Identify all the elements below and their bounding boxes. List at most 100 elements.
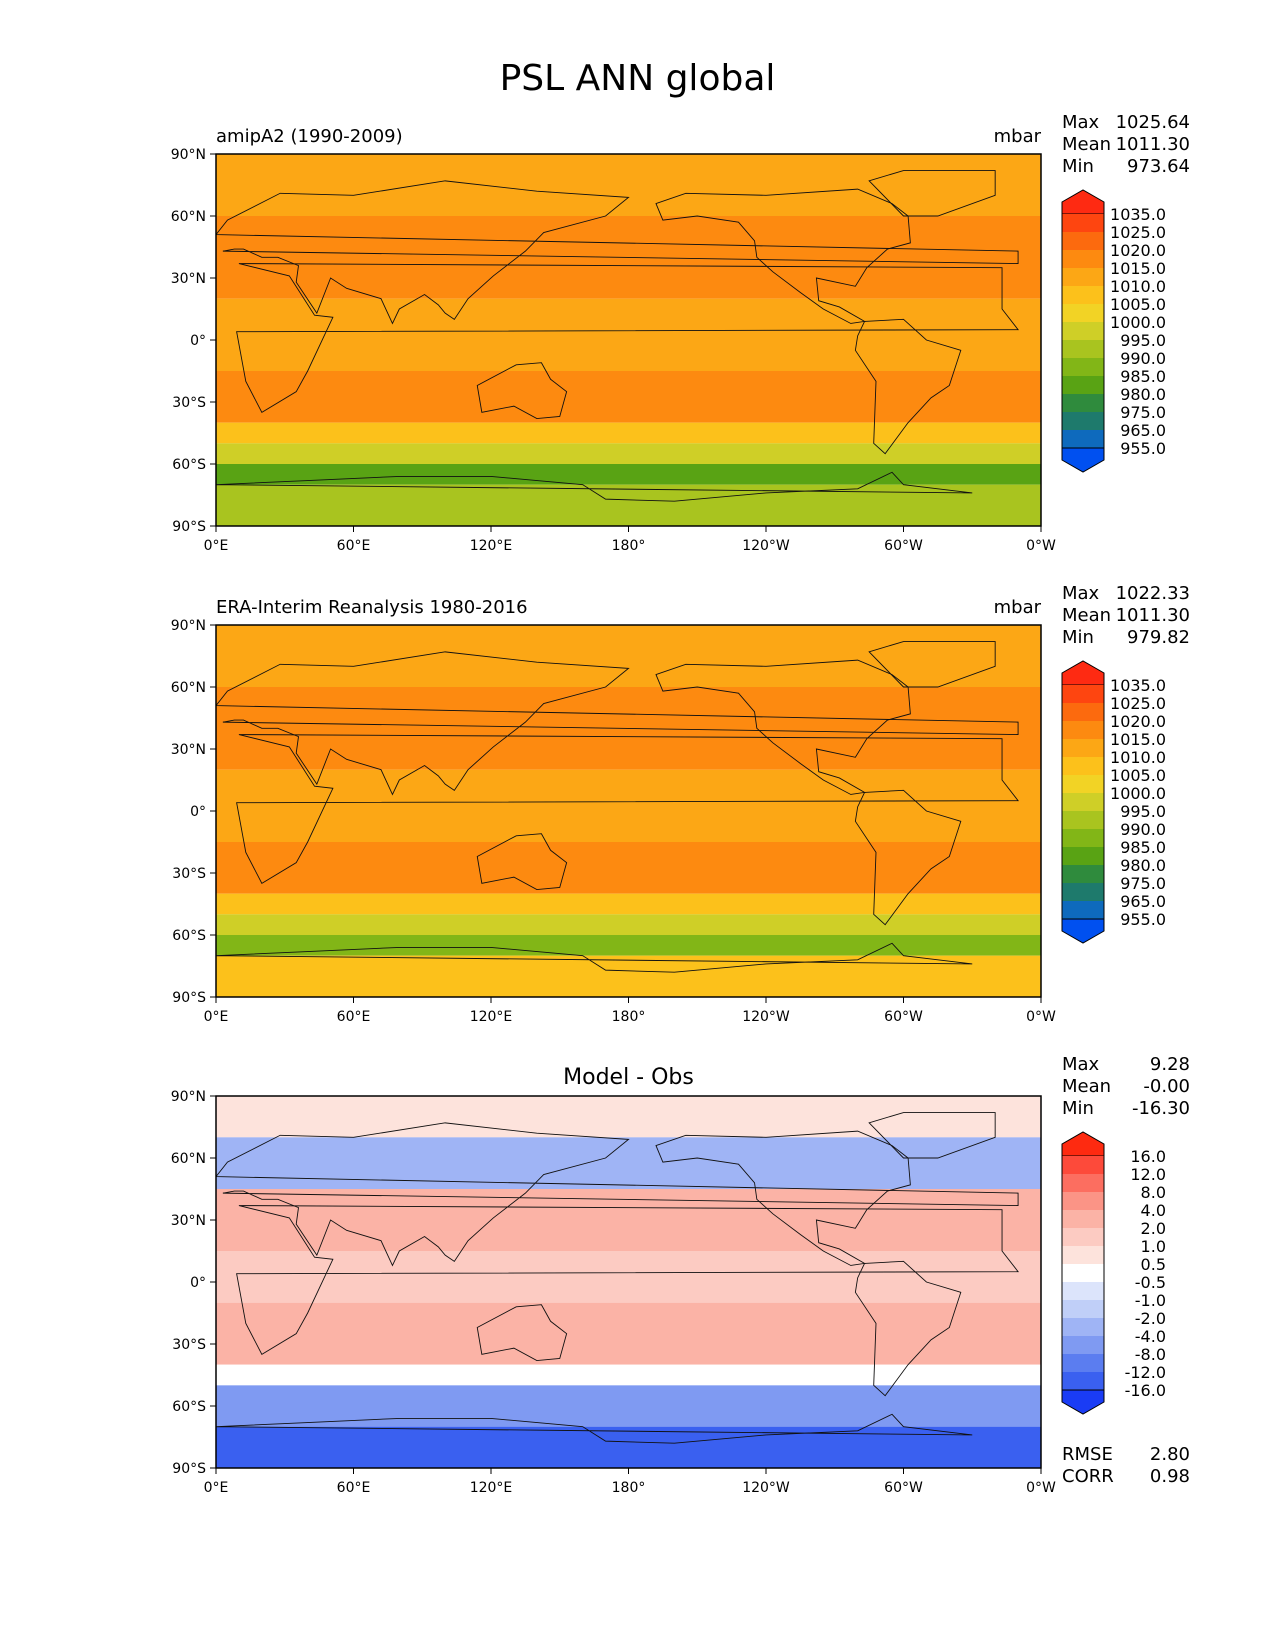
coastline-eurasia [216, 1122, 1019, 1267]
panel-units: mbar [994, 597, 1042, 618]
extra-stat-label: CORR [1062, 1466, 1114, 1487]
field-band-2 [216, 1137, 1041, 1189]
colorbar-label: -0.5 [1135, 1273, 1166, 1292]
field-band-3 [216, 1189, 1041, 1251]
colorbar-label: 990.0 [1120, 349, 1166, 368]
colorbar-label: 955.0 [1120, 910, 1166, 929]
colorbar-label: 995.0 [1120, 802, 1166, 821]
y-tick-label: 90°N [171, 1089, 206, 1105]
field-band-8 [216, 1426, 1041, 1468]
colorbar-segment [1062, 1336, 1104, 1354]
colorbar-label: 975.0 [1120, 874, 1166, 893]
field-band-7 [216, 1385, 1041, 1427]
colorbar-label: 1000.0 [1110, 784, 1166, 803]
coastline-north-america [655, 1130, 911, 1266]
coastline-africa [236, 734, 1020, 884]
stat-value: 1025.64 [1116, 112, 1190, 133]
y-tick-label: 90°N [171, 147, 206, 163]
colorbar-label: -8.0 [1135, 1345, 1166, 1364]
colorbar-label: -16.0 [1125, 1381, 1166, 1400]
field-band-1 [216, 625, 1041, 687]
x-tick-label: 0°W [1026, 1009, 1056, 1025]
colorbar-segment [1062, 340, 1104, 358]
x-tick-label: 0°E [204, 1009, 229, 1025]
coastline-australia [476, 833, 568, 890]
y-tick-label: 30°N [171, 742, 206, 758]
colorbar-segment [1062, 1174, 1104, 1192]
x-tick-label: 120°W [742, 538, 790, 554]
colorbar-label: 16.0 [1130, 1147, 1166, 1166]
coastline-antarctica [216, 942, 973, 997]
map-panel-1: 90°N 60°N 30°N 0° 30°S 60°S 90°S 0°E 60°E 120°E 18… [171, 112, 1190, 554]
x-tick-label: 180° [612, 538, 646, 554]
panel-title-left: ERA-Interim Reanalysis 1980-2016 [216, 597, 528, 618]
stat-value: 1011.30 [1116, 605, 1190, 626]
y-tick-label: 60°S [172, 1399, 206, 1415]
stat-label: Min [1062, 156, 1094, 177]
y-tick-label: 60°N [171, 680, 206, 696]
field-band-4 [216, 371, 1041, 423]
colorbar-segment [1062, 1372, 1104, 1390]
y-tick-label: 30°S [172, 866, 206, 882]
colorbar-label: 990.0 [1120, 820, 1166, 839]
colorbar-extend-top [1061, 1131, 1105, 1157]
field-band-6 [216, 914, 1041, 935]
colorbar-label: 1000.0 [1110, 313, 1166, 332]
field-band-6 [216, 1364, 1041, 1386]
colorbar-segment [1062, 883, 1104, 901]
colorbar-segment [1062, 1300, 1104, 1318]
colorbar-label: 955.0 [1120, 439, 1166, 458]
colorbar-label: 1035.0 [1110, 676, 1166, 695]
x-tick-label: 0°E [204, 538, 229, 554]
map-panel-3: 90°N 60°N 30°N 0° 30°S 60°S 90°S 0°E 60°E 120°E 18… [171, 1054, 1190, 1496]
stat-label: Min [1062, 1098, 1094, 1119]
colorbar-label: 0.5 [1141, 1255, 1166, 1274]
x-tick-label: 60°W [884, 1009, 923, 1025]
stat-value: 979.82 [1127, 627, 1190, 648]
y-tick-label: 30°S [172, 395, 206, 411]
field-band-3 [216, 769, 1041, 842]
figure-title: PSL ANN global [499, 58, 776, 99]
colorbar-segment [1062, 1246, 1104, 1264]
colorbar-segment [1062, 829, 1104, 847]
map-panel-2: 90°N 60°N 30°N 0° 30°S 60°S 90°S 0°E 60°E 120°E 18… [171, 583, 1190, 1025]
colorbar-label: 4.0 [1141, 1201, 1166, 1220]
colorbar-segment [1062, 286, 1104, 304]
y-tick-label: 60°S [172, 457, 206, 473]
stat-label: Min [1062, 627, 1094, 648]
colorbar-label: 12.0 [1130, 1165, 1166, 1184]
field-band-1 [216, 154, 1041, 216]
colorbar-segment [1062, 214, 1104, 232]
y-tick-label: 90°S [172, 519, 206, 535]
colorbar-extend-bottom [1061, 1389, 1105, 1415]
colorbar-segment [1062, 430, 1104, 448]
stat-value: 1022.33 [1116, 583, 1190, 604]
colorbar-label: 1020.0 [1110, 241, 1166, 260]
colorbar-label: 985.0 [1120, 367, 1166, 386]
colorbar-segment [1062, 865, 1104, 883]
x-tick-label: 0°W [1026, 538, 1056, 554]
colorbar-segment [1062, 1228, 1104, 1246]
colorbar-extend-bottom [1061, 447, 1105, 473]
colorbar-segment [1062, 1264, 1104, 1282]
colorbar-label: -2.0 [1135, 1309, 1166, 1328]
stat-label: Mean [1062, 605, 1111, 626]
colorbar-label: 1005.0 [1110, 766, 1166, 785]
stat-label: Mean [1062, 1076, 1111, 1097]
extra-stat-value: 2.80 [1150, 1444, 1190, 1465]
coastline-greenland [868, 170, 996, 217]
colorbar-label: 985.0 [1120, 838, 1166, 857]
stat-label: Mean [1062, 134, 1111, 155]
y-tick-label: 0° [190, 1275, 206, 1291]
extra-stat-label: RMSE [1062, 1444, 1113, 1465]
colorbar-segment [1062, 847, 1104, 865]
x-tick-label: 60°W [884, 538, 923, 554]
colorbar-segment [1062, 757, 1104, 775]
x-tick-label: 120°W [742, 1009, 790, 1025]
colorbar-label: 1005.0 [1110, 295, 1166, 314]
colorbar-segment [1062, 775, 1104, 793]
coastline-africa [236, 1205, 1020, 1355]
coastline-greenland [868, 641, 996, 688]
colorbar-segment [1062, 721, 1104, 739]
